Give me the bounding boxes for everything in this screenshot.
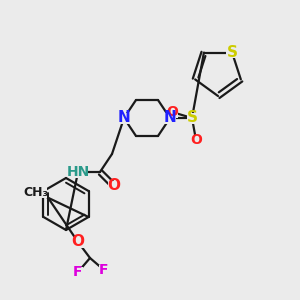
Text: O: O: [107, 178, 121, 194]
FancyBboxPatch shape: [190, 134, 202, 146]
FancyBboxPatch shape: [69, 167, 87, 178]
FancyBboxPatch shape: [73, 236, 83, 247]
FancyBboxPatch shape: [25, 187, 47, 197]
Text: S: S: [226, 45, 238, 60]
Text: N: N: [164, 110, 176, 125]
Text: F: F: [99, 263, 109, 277]
FancyBboxPatch shape: [118, 112, 130, 124]
Text: HN: HN: [66, 165, 90, 179]
FancyBboxPatch shape: [164, 112, 176, 124]
FancyBboxPatch shape: [99, 265, 109, 275]
Text: O: O: [190, 133, 202, 147]
FancyBboxPatch shape: [108, 181, 120, 191]
Text: CH₃: CH₃: [23, 185, 49, 199]
Text: S: S: [187, 110, 197, 125]
FancyBboxPatch shape: [226, 47, 238, 58]
FancyBboxPatch shape: [73, 267, 83, 277]
Text: O: O: [71, 235, 85, 250]
Text: O: O: [166, 105, 178, 119]
Text: F: F: [73, 265, 83, 279]
FancyBboxPatch shape: [187, 112, 197, 124]
Text: N: N: [118, 110, 130, 125]
FancyBboxPatch shape: [167, 106, 178, 118]
